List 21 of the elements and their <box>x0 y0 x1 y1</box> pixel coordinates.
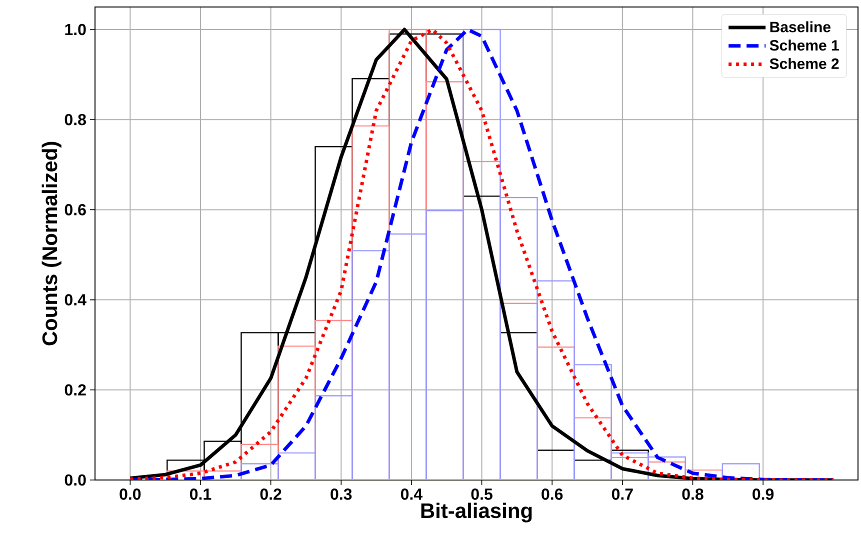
x-tick-label: 0.8 <box>682 488 704 500</box>
legend-label: Baseline <box>770 21 830 32</box>
x-tick-label: 0.9 <box>752 488 774 500</box>
y-tick-label: 1.0 <box>65 24 86 36</box>
legend-label: Scheme 2 <box>770 58 839 70</box>
x-tick-label: 0.0 <box>120 488 141 500</box>
y-tick-label: 0.2 <box>64 384 86 396</box>
y-tick-label: 0.4 <box>64 294 86 306</box>
x-axis-title: Bit-aliasing <box>421 502 532 522</box>
x-tick-label: 0.6 <box>542 488 563 500</box>
x-tick-label: 0.3 <box>330 488 352 500</box>
x-tick-label: 0.2 <box>260 488 282 500</box>
x-tick-label: 0.4 <box>400 488 422 500</box>
x-tick-label: 0.7 <box>612 488 633 500</box>
x-tick-label: 0.1 <box>190 488 212 500</box>
y-tick-label: 0.6 <box>64 204 86 216</box>
y-tick-label: 0.8 <box>64 114 86 126</box>
x-tick-label: 0.5 <box>471 488 492 500</box>
legend-label: Scheme 1 <box>770 40 839 51</box>
y-tick-label: 0.0 <box>64 474 86 486</box>
y-axis-title: Counts (Normalized) <box>42 142 62 346</box>
